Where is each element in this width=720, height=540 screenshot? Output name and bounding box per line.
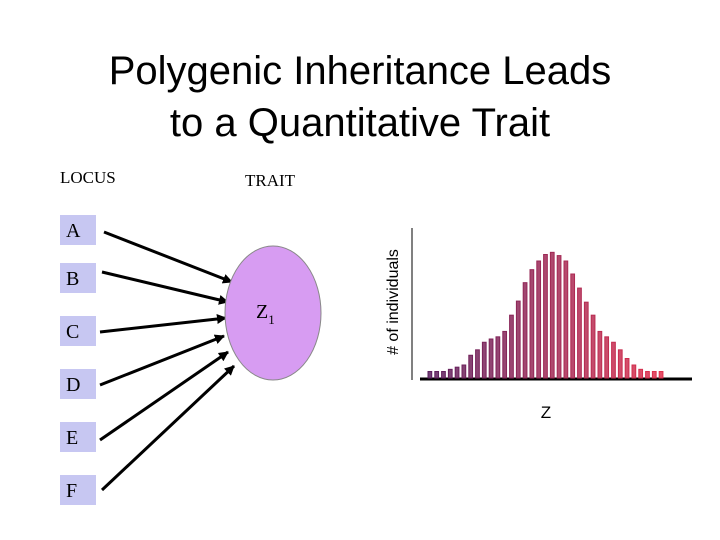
bar — [522, 282, 528, 379]
locus-box — [60, 369, 96, 399]
bar — [495, 336, 501, 379]
arrows — [99, 230, 236, 492]
arrow — [99, 314, 227, 334]
y-axis-label: # of individuals — [385, 249, 402, 355]
bar — [536, 260, 542, 379]
bar — [515, 300, 521, 379]
bar — [631, 364, 637, 379]
locus-box — [60, 422, 96, 452]
bar — [611, 341, 616, 379]
title-line: to a Quantitative Trait — [170, 101, 550, 145]
locus-box — [60, 263, 96, 293]
arrow — [103, 230, 233, 284]
bar — [447, 368, 453, 379]
bar — [597, 330, 603, 379]
x-axis-label: Z — [541, 403, 551, 422]
trait-base: Z — [256, 301, 268, 323]
locus-label: LOCUS — [60, 168, 116, 187]
locus-box — [60, 316, 96, 346]
bar — [651, 371, 657, 379]
bar — [481, 341, 487, 379]
bar — [563, 260, 569, 379]
trait-node — [224, 245, 322, 381]
bar — [549, 251, 555, 379]
trait-subscript: 1 — [268, 312, 275, 327]
bar — [461, 364, 467, 379]
bar — [638, 368, 644, 379]
locus-name: A — [66, 220, 81, 242]
arrow — [99, 334, 225, 387]
loci: A B C D E F — [60, 215, 96, 505]
arrow — [101, 270, 229, 305]
title-line: Polygenic Inheritance Leads — [109, 49, 612, 93]
arrow — [100, 364, 236, 492]
locus-name: B — [66, 268, 79, 290]
bar — [468, 354, 474, 379]
bar — [441, 371, 446, 379]
bar — [434, 371, 440, 379]
locus-name: D — [66, 374, 80, 396]
bar — [454, 366, 460, 379]
bar — [577, 287, 582, 379]
bar — [475, 349, 480, 379]
bar — [583, 301, 589, 379]
bar — [617, 349, 623, 379]
bar — [556, 255, 562, 379]
bar — [590, 314, 596, 379]
trait-label: TRAIT — [245, 171, 296, 190]
trait-node-label: Z1 — [256, 301, 275, 327]
bar — [624, 358, 630, 379]
bar — [529, 269, 535, 379]
locus-box — [60, 215, 96, 245]
locus-name: F — [66, 480, 77, 502]
bar — [543, 254, 548, 379]
bar — [645, 371, 650, 379]
locus-name: C — [66, 321, 79, 343]
bar — [427, 371, 433, 379]
bar — [502, 330, 508, 379]
bar — [570, 273, 576, 379]
bars — [427, 251, 664, 379]
bar — [658, 371, 664, 379]
bar — [604, 336, 610, 379]
bar — [488, 338, 494, 379]
locus-box — [60, 475, 96, 505]
bar — [509, 314, 514, 379]
arrow — [99, 350, 229, 442]
locus-name: E — [66, 427, 78, 449]
